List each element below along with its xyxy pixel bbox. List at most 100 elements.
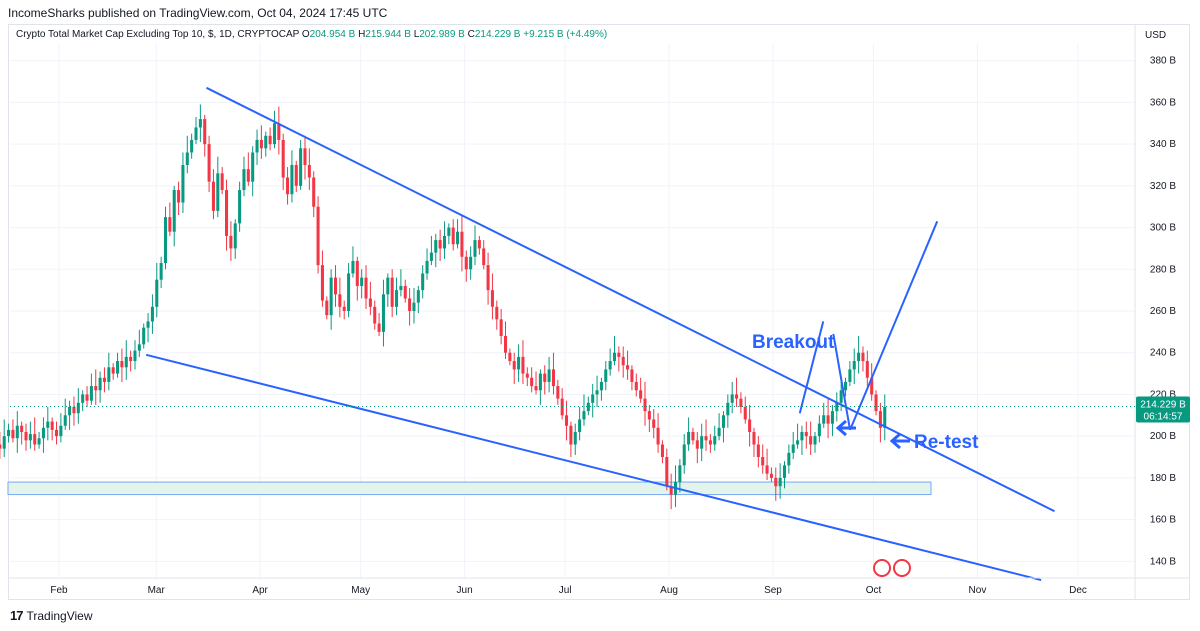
y-tick-label: 340 B (1150, 139, 1176, 150)
candle-body (621, 356, 625, 366)
candle-body (826, 415, 830, 424)
candle-body (377, 323, 381, 332)
candle-body (264, 135, 268, 149)
candle-body (425, 260, 429, 274)
candle-body (281, 139, 285, 178)
tradingview-logo[interactable]: 17 (10, 608, 24, 623)
candle-body (325, 300, 329, 316)
candle-body (791, 444, 795, 453)
lower-trendline[interactable] (145, 353, 1042, 582)
upper-trendline[interactable] (206, 86, 1055, 513)
candle-body (870, 377, 874, 395)
candle-body (54, 429, 59, 437)
y-tick-label: 220 B (1150, 389, 1176, 400)
candle-body (743, 406, 747, 420)
candle-body (883, 406, 887, 428)
chart-frame (8, 24, 1190, 600)
candle-body (835, 402, 839, 412)
tradingview-brand[interactable]: TradingView (26, 608, 93, 623)
candle-body (852, 361, 856, 370)
candle-body (299, 148, 303, 186)
candle-body (865, 361, 869, 378)
candle-body (665, 457, 669, 487)
candle-body (861, 352, 865, 362)
candle-body (652, 419, 656, 428)
candle-body (460, 231, 464, 257)
candle-body (15, 425, 19, 439)
candle-body (713, 436, 717, 445)
x-tick-label: Jun (457, 585, 473, 596)
candle-body (429, 252, 433, 261)
candle-body (503, 336, 508, 353)
candle-body (403, 285, 407, 299)
y-tick-label: 280 B (1150, 264, 1176, 275)
y-tick-label: 140 B (1150, 556, 1176, 567)
candle-body (177, 190, 181, 203)
candle-body (691, 431, 695, 441)
candle-body (508, 352, 512, 362)
candle-body (268, 135, 272, 145)
candle-body (216, 173, 220, 211)
candle-body (717, 427, 721, 437)
candle-body (190, 139, 194, 153)
event-marker-icon[interactable] (873, 559, 891, 577)
annotations: Breakout Re-test (752, 332, 979, 577)
candle-body (617, 352, 621, 357)
candle-body (530, 377, 534, 387)
candle-body (124, 356, 128, 368)
candle-body (85, 394, 89, 401)
candle-body (133, 350, 137, 362)
retest-leg-down[interactable] (832, 333, 852, 431)
close-value: 214.229 B (474, 29, 521, 40)
candle-body (687, 431, 691, 445)
candle-body (464, 256, 468, 270)
candle-body (878, 411, 882, 428)
candle-body (765, 465, 769, 474)
candle-body (159, 263, 163, 280)
candle-body (739, 398, 743, 407)
candle-body (129, 356, 133, 362)
projection-leg-up[interactable] (849, 220, 939, 431)
trend-lines (145, 86, 1055, 582)
symbol-title[interactable]: Crypto Total Market Cap Excluding Top 10… (16, 29, 300, 40)
candle-body (595, 390, 599, 395)
candle-body (351, 260, 355, 274)
candle-body (329, 277, 333, 316)
candle-body (155, 279, 159, 307)
currency-label[interactable]: USD (1145, 30, 1167, 41)
candle-body (373, 306, 377, 324)
candle-body (24, 431, 28, 441)
candle-body (386, 277, 390, 295)
candle-body (0, 444, 2, 449)
x-tick-label: Oct (866, 585, 882, 596)
close-label: C (467, 29, 475, 40)
candle-body (495, 306, 499, 320)
candle-body (33, 434, 37, 445)
support-zone-box (7, 481, 932, 496)
candle-body (368, 298, 372, 307)
candle-body (569, 425, 573, 445)
candle-body (830, 411, 834, 424)
candle-body (238, 190, 242, 224)
candle-body (551, 369, 555, 387)
breakout-leg-up[interactable] (798, 321, 825, 414)
candle-body (211, 181, 215, 211)
candle-body (168, 217, 172, 232)
candle-body (700, 436, 704, 449)
candle-body (72, 406, 76, 414)
candle-body (447, 227, 451, 236)
candle-body (782, 465, 787, 478)
candle-body (844, 381, 848, 391)
candle-body (229, 235, 233, 249)
candle-body (20, 425, 24, 432)
x-axis: Feb Mar Apr May Jun Jul Aug Sep Oct Nov Dec (8, 577, 1190, 596)
candles (0, 104, 887, 510)
breakout-arrow-head (835, 419, 847, 437)
candle-body (338, 294, 342, 307)
candle-body (416, 290, 420, 303)
candle-body (469, 256, 473, 270)
candle-body (438, 240, 442, 249)
event-marker-icon[interactable] (893, 559, 911, 577)
candle-body (800, 431, 804, 441)
